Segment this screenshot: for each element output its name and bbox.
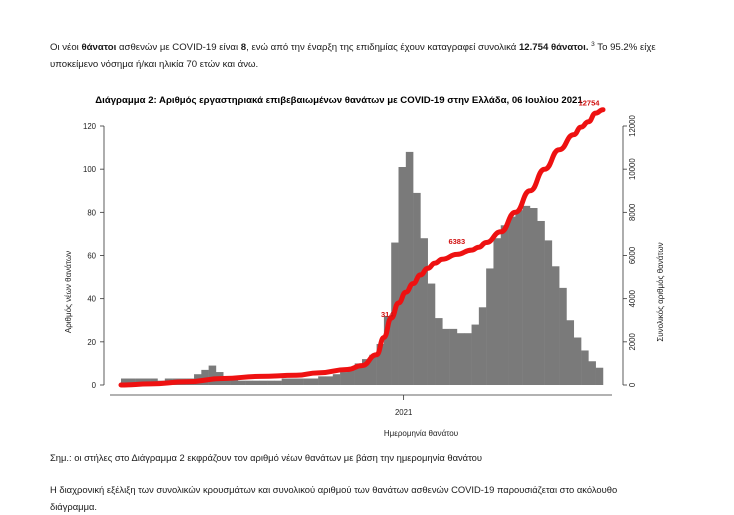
bar-week-34	[369, 354, 377, 385]
bar-week-52	[500, 225, 509, 385]
annotation-12754: 12754	[579, 99, 601, 108]
footnote-marker: 3	[591, 41, 595, 48]
bar-week-40	[413, 192, 421, 385]
bar-week-60	[559, 287, 567, 386]
bar-week-61	[566, 320, 575, 385]
bar-week-64	[588, 361, 596, 385]
bar-week-1	[128, 378, 136, 385]
x-tick-label: 2021	[395, 408, 412, 417]
bar-week-29	[332, 374, 341, 385]
x-axis-label: Ημερομηνία θανάτου	[384, 429, 458, 438]
cumulative-annotations: 12754 6383 314	[381, 99, 600, 320]
bar-week-65	[595, 367, 604, 385]
right-tick-label-0: 0	[628, 382, 637, 387]
outro-line-2: διάγραμμα.	[50, 501, 97, 512]
bar-week-36	[383, 315, 392, 385]
intro-paragraph: Οι νέοι θάνατοι ασθενών με COVID-19 είνα…	[50, 36, 684, 73]
bar-week-22	[281, 378, 290, 385]
bar-week-15	[230, 378, 239, 385]
bar-week-18	[252, 380, 260, 385]
bar-week-47	[464, 333, 472, 385]
bar-week-28	[325, 376, 334, 385]
bar-week-63	[581, 350, 589, 385]
bar-week-38	[398, 167, 407, 385]
bar-week-30	[340, 372, 348, 385]
bar-week-48	[471, 324, 480, 385]
bar-week-55	[522, 205, 531, 385]
bar-week-12	[208, 365, 217, 385]
right-tick-label-2000: 2000	[628, 333, 637, 351]
left-tick-label-60: 60	[87, 252, 96, 261]
left-tick-label-40: 40	[87, 295, 96, 304]
left-tick-label-80: 80	[87, 208, 96, 217]
right-tick-label-8000: 8000	[628, 203, 637, 221]
left-tick-label-20: 20	[87, 338, 96, 347]
intro-bold-total-deaths: 12.754 θάνατοι.	[518, 42, 589, 54]
bar-week-33	[362, 359, 370, 385]
left-y-axis: 0 20 40 60 80 100 120	[83, 122, 105, 390]
bar-week-62	[573, 337, 582, 385]
intro-text-2: ασθενών με COVID-19 είναι	[116, 42, 241, 54]
bar-week-35	[376, 343, 385, 385]
left-y-axis-label: Αριθμός νέων θανάτων	[64, 251, 73, 333]
bar-week-24	[296, 378, 304, 385]
right-tick-label-6000: 6000	[628, 246, 637, 264]
right-y-axis-label: Συνολικός αριθμός θανάτων	[656, 242, 665, 341]
annotation-314: 314	[381, 310, 394, 319]
bar-week-42	[427, 283, 436, 385]
bar-week-56	[529, 208, 538, 385]
bar-week-58	[544, 240, 553, 385]
bar-week-43	[435, 318, 443, 385]
chart-title: Διάγραμμα 2: Αριθμός εργαστηριακά επιβεβ…	[95, 95, 583, 106]
bar-week-39	[405, 151, 414, 385]
right-tick-label-12000: 12000	[628, 114, 637, 136]
cumulative-deaths-line	[118, 107, 606, 388]
bar-week-25	[303, 378, 312, 385]
bar-week-11	[201, 369, 209, 385]
bar-week-19	[259, 380, 268, 385]
intro-text-3: , ενώ από την έναρξη της επιδημίας έχουν…	[246, 42, 519, 54]
bar-week-59	[551, 266, 560, 385]
bar-week-26	[310, 378, 319, 385]
bar-week-41	[420, 238, 428, 385]
left-tick-label-100: 100	[83, 165, 97, 174]
bar-week-53	[508, 216, 516, 385]
bar-week-54	[515, 210, 523, 385]
bar-week-23	[288, 378, 297, 385]
right-tick-label-4000: 4000	[628, 289, 637, 307]
bar-week-17	[245, 380, 253, 385]
bar-week-51	[493, 238, 501, 385]
bar-week-20	[267, 380, 275, 385]
bar-week-57	[537, 220, 545, 385]
bar-week-50	[486, 268, 494, 385]
intro-text-1: Οι νέοι	[50, 42, 82, 54]
bar-week-16	[237, 380, 246, 385]
bar-week-44	[442, 328, 450, 385]
bar-week-49	[478, 307, 487, 385]
right-y-axis: 0 2000 4000 6000 8000 10000 12000	[622, 114, 637, 387]
bar-week-32	[354, 363, 363, 385]
deaths-chart: Διάγραμμα 2: Αριθμός εργαστηριακά επιβεβ…	[64, 95, 665, 438]
left-tick-label-0: 0	[92, 381, 97, 390]
bar-week-21	[274, 380, 282, 385]
intro-bold-deaths: θάνατοι	[81, 42, 117, 54]
right-tick-label-10000: 10000	[628, 158, 637, 180]
x-axis: 2021	[110, 394, 612, 417]
bar-week-0	[121, 378, 129, 385]
left-tick-label-120: 120	[83, 122, 97, 131]
bar-week-45	[449, 328, 458, 385]
intro-bold-new-deaths: 8	[240, 42, 247, 54]
chart-note: Σημ.: οι στήλες στο Διάγραμμα 2 εκφράζου…	[50, 452, 483, 463]
daily-deaths-bars	[121, 151, 604, 386]
bar-week-31	[347, 367, 355, 385]
outro-paragraph: Η διαχρονική εξέλιξη των συνολικών κρουσ…	[50, 481, 684, 515]
bar-week-27	[318, 376, 326, 385]
annotation-6383: 6383	[448, 237, 465, 246]
intro-text-4: Το 95.2% είχε υποκείμενο νόσημα ή/και ηλ…	[50, 42, 656, 71]
outro-line-1: Η διαχρονική εξέλιξη των συνολικών κρουσ…	[50, 484, 618, 495]
bar-week-46	[456, 333, 465, 385]
